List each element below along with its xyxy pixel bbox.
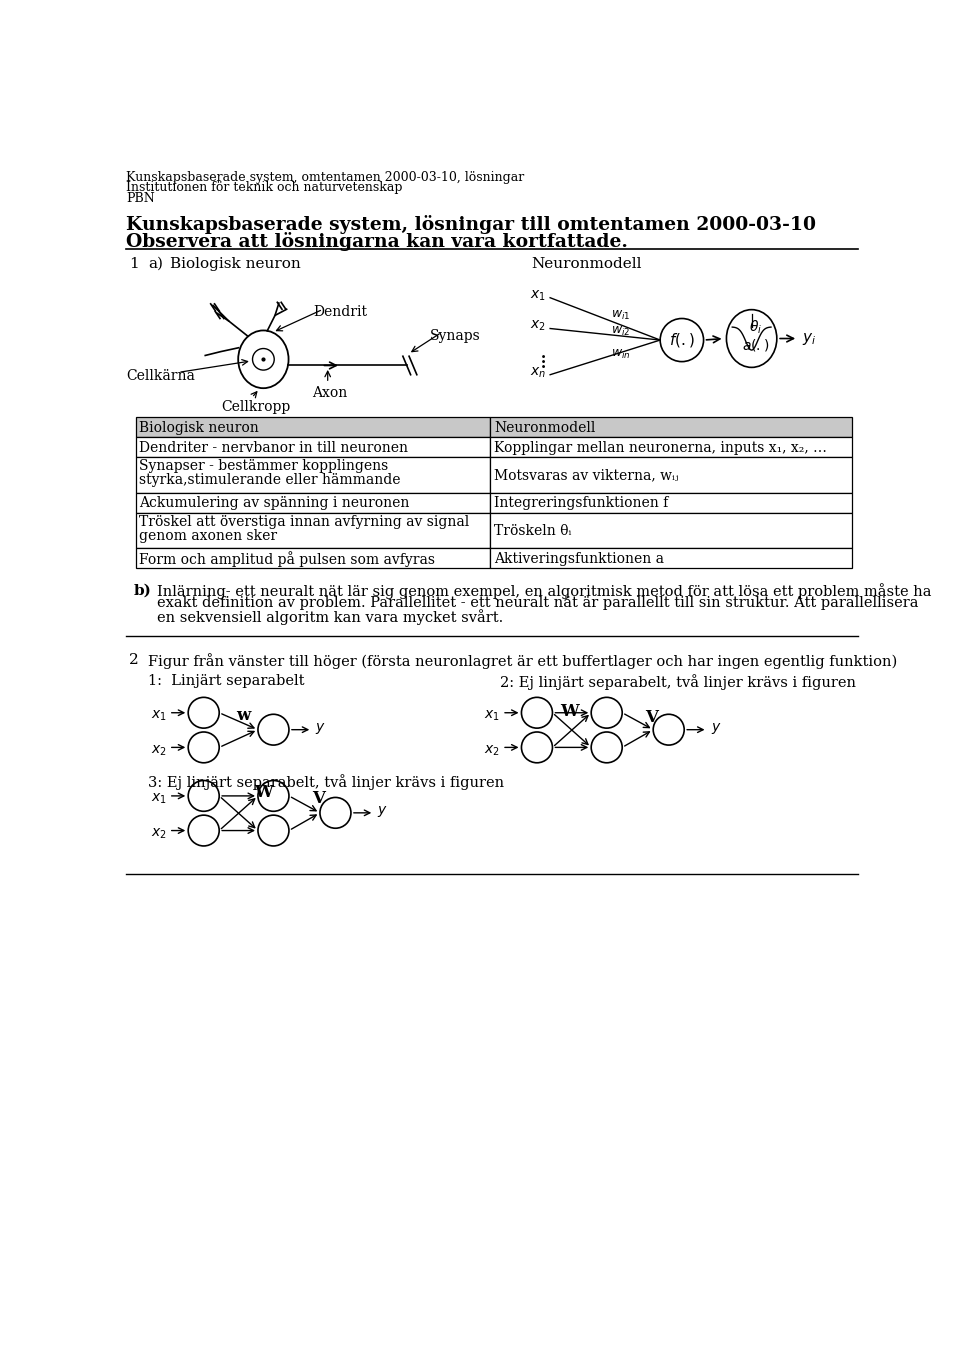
Text: Figur från vänster till höger (första neuronlagret är ett buffertlager och har i: Figur från vänster till höger (första ne… — [148, 653, 898, 668]
Text: $x_1$: $x_1$ — [531, 288, 546, 303]
Bar — [135, 493, 491, 512]
Text: Ackumulering av spänning i neuronen: Ackumulering av spänning i neuronen — [139, 496, 410, 511]
Bar — [491, 437, 852, 458]
Text: exakt definition av problem. Parallellitet - ett neuralt nät är parallellt till : exakt definition av problem. Parallellit… — [157, 596, 919, 611]
Bar — [135, 549, 491, 568]
Text: W: W — [254, 784, 273, 801]
Text: $f(.)$: $f(.)$ — [669, 331, 695, 349]
Bar — [491, 458, 852, 493]
Ellipse shape — [727, 310, 777, 368]
Text: a): a) — [148, 257, 163, 270]
Text: $w_{in}$: $w_{in}$ — [612, 348, 631, 361]
Text: 2: Ej linjärt separabelt, två linjer krävs i figuren: 2: Ej linjärt separabelt, två linjer krä… — [500, 674, 855, 690]
Text: $x_1$: $x_1$ — [151, 709, 166, 722]
Text: Integreringsfunktionen f: Integreringsfunktionen f — [494, 496, 668, 511]
Text: styrka,stimulerande eller hämmande: styrka,stimulerande eller hämmande — [139, 473, 401, 488]
Text: $y$: $y$ — [315, 721, 326, 736]
Text: $x_2$: $x_2$ — [151, 743, 166, 758]
Text: $y$: $y$ — [377, 804, 388, 819]
Circle shape — [258, 714, 289, 746]
Circle shape — [258, 781, 289, 811]
Text: $\theta_i$: $\theta_i$ — [749, 318, 762, 335]
Text: V: V — [645, 709, 659, 727]
Text: en sekvensiell algoritm kan vara mycket svårt.: en sekvensiell algoritm kan vara mycket … — [157, 610, 503, 626]
Text: Form och amplitud på pulsen som avfyras: Form och amplitud på pulsen som avfyras — [139, 551, 436, 566]
Text: PBN: PBN — [126, 193, 155, 205]
Text: .: . — [540, 346, 547, 368]
Text: Neuronmodell: Neuronmodell — [494, 421, 596, 435]
Text: Kopplingar mellan neuronerna, inputs x₁, x₂, …: Kopplingar mellan neuronerna, inputs x₁,… — [494, 441, 828, 455]
Text: Synaps: Synaps — [430, 329, 481, 342]
Text: Inlärning- ett neuralt nät lär sig genom exempel, en algoritmisk metod för att l: Inlärning- ett neuralt nät lär sig genom… — [157, 584, 932, 599]
Text: Tröskeln θᵢ: Tröskeln θᵢ — [494, 524, 572, 538]
Text: 2: 2 — [130, 653, 139, 667]
Bar — [135, 512, 491, 549]
Bar — [135, 458, 491, 493]
Text: Kunskapsbaserade system, omtentamen 2000-03-10, lösningar: Kunskapsbaserade system, omtentamen 2000… — [126, 171, 524, 183]
Circle shape — [188, 815, 219, 846]
Text: $x_1$: $x_1$ — [484, 709, 500, 722]
Text: Aktiveringsfunktionen a: Aktiveringsfunktionen a — [494, 551, 664, 566]
Text: 3: Ej linjärt separabelt, två linjer krävs i figuren: 3: Ej linjärt separabelt, två linjer krä… — [148, 774, 504, 790]
Ellipse shape — [238, 330, 289, 388]
Text: Cellkärna: Cellkärna — [126, 369, 195, 383]
Text: 1: 1 — [130, 257, 139, 270]
Text: Institutionen för teknik och naturvetenskap: Institutionen för teknik och naturvetens… — [126, 182, 402, 194]
Circle shape — [653, 714, 684, 746]
Text: V: V — [312, 790, 325, 807]
Circle shape — [521, 698, 552, 728]
Circle shape — [521, 732, 552, 763]
Bar — [491, 417, 852, 437]
Text: Neuronmodell: Neuronmodell — [531, 257, 641, 270]
Circle shape — [258, 815, 289, 846]
Text: $y_i$: $y_i$ — [802, 330, 816, 346]
Bar — [135, 417, 491, 437]
Text: Motsvaras av vikterna, wᵢⱼ: Motsvaras av vikterna, wᵢⱼ — [494, 469, 679, 482]
Bar — [491, 512, 852, 549]
Text: $x_2$: $x_2$ — [484, 743, 500, 758]
Text: .: . — [540, 352, 547, 373]
Text: $x_2$: $x_2$ — [531, 319, 546, 334]
Text: $x_2$: $x_2$ — [151, 827, 166, 841]
Text: $a(.)$: $a(.)$ — [742, 337, 769, 353]
Bar — [135, 437, 491, 458]
Text: Observera att lösningarna kan vara kortfattade.: Observera att lösningarna kan vara kortf… — [126, 232, 628, 251]
Text: Dendriter - nervbanor in till neuronen: Dendriter - nervbanor in till neuronen — [139, 441, 408, 455]
Text: Dendrit: Dendrit — [314, 306, 368, 319]
Text: w: w — [236, 706, 251, 724]
Text: .: . — [540, 341, 547, 363]
Circle shape — [660, 319, 704, 361]
Text: Synapser - bestämmer kopplingens: Synapser - bestämmer kopplingens — [139, 459, 389, 474]
Text: 1:  Linjärt separabelt: 1: Linjärt separabelt — [148, 674, 304, 689]
Text: W: W — [560, 703, 579, 721]
Circle shape — [320, 797, 351, 828]
Circle shape — [188, 698, 219, 728]
Text: Cellkropp: Cellkropp — [221, 401, 290, 414]
Circle shape — [591, 732, 622, 763]
Text: $w_{i1}$: $w_{i1}$ — [612, 310, 631, 322]
Text: $x_n$: $x_n$ — [530, 365, 546, 380]
Text: $x_1$: $x_1$ — [151, 792, 166, 807]
Text: Biologisk neuron: Biologisk neuron — [170, 257, 301, 270]
Text: $w_{i2}$: $w_{i2}$ — [612, 325, 631, 338]
Text: $y$: $y$ — [710, 721, 721, 736]
Text: Axon: Axon — [312, 386, 348, 401]
Text: genom axonen sker: genom axonen sker — [139, 528, 277, 543]
Text: Biologisk neuron: Biologisk neuron — [139, 421, 259, 435]
Circle shape — [188, 732, 219, 763]
Bar — [491, 549, 852, 568]
Bar — [491, 493, 852, 512]
Text: Tröskel att överstiga innan avfyrning av signal: Tröskel att överstiga innan avfyrning av… — [139, 515, 469, 528]
Circle shape — [188, 781, 219, 811]
Text: b): b) — [134, 584, 152, 598]
Text: Kunskapsbaserade system, lösningar till omtentamen 2000-03-10: Kunskapsbaserade system, lösningar till … — [126, 216, 816, 235]
Circle shape — [591, 698, 622, 728]
